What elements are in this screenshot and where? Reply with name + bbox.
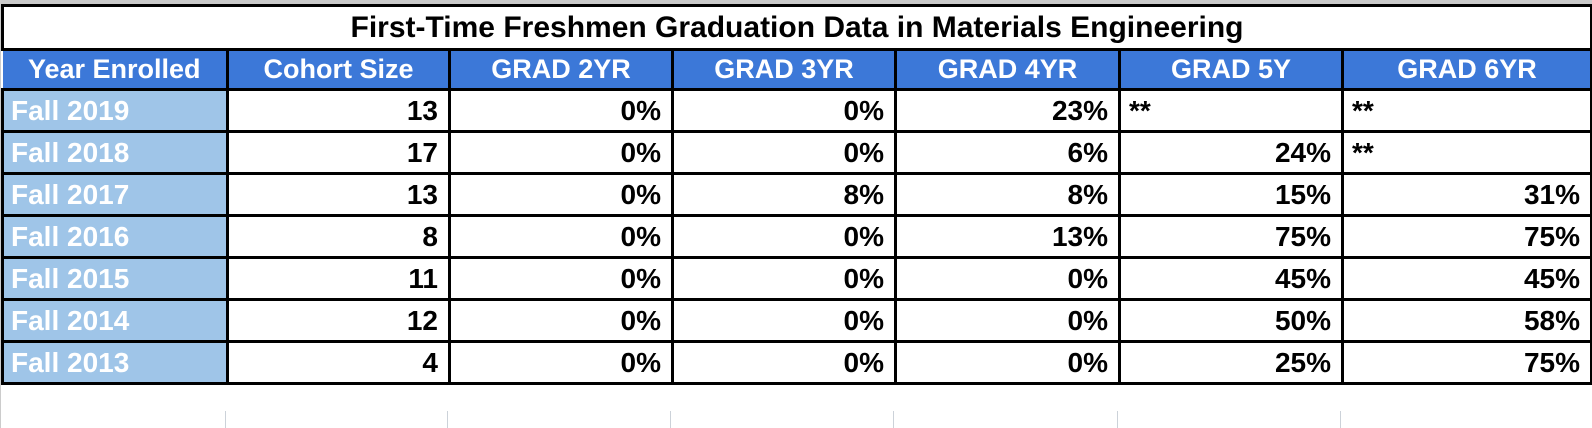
row-label[interactable]: Fall 2013 <box>1 340 229 385</box>
column-header-grad-3yr[interactable]: GRAD 3YR <box>671 48 897 91</box>
cell-grad-3yr[interactable]: 0% <box>671 256 897 301</box>
sheet-gridline <box>670 411 671 428</box>
cell-grad-6yr[interactable]: 58% <box>1341 298 1592 343</box>
cell-grad-4yr[interactable]: 0% <box>894 256 1121 301</box>
cell-grad-2yr[interactable]: 0% <box>448 340 674 385</box>
sheet-gridline <box>893 411 894 428</box>
column-header-grad-6yr[interactable]: GRAD 6YR <box>1341 48 1592 91</box>
cell-cohort-size[interactable]: 11 <box>226 256 451 301</box>
column-header-grad-4yr[interactable]: GRAD 4YR <box>894 48 1121 91</box>
table-row-fall-2017: Fall 2017 13 0% 8% 8% 15% 31% <box>1 172 1592 217</box>
table-title-row: First-Time Freshmen Graduation Data in M… <box>1 4 1592 51</box>
cell-grad-4yr[interactable]: 0% <box>894 298 1121 343</box>
cell-grad-2yr[interactable]: 0% <box>448 214 674 259</box>
row-label[interactable]: Fall 2015 <box>1 256 229 301</box>
row-label[interactable]: Fall 2016 <box>1 214 229 259</box>
cell-grad-5y[interactable]: 50% <box>1118 298 1344 343</box>
cell-grad-2yr[interactable]: 0% <box>448 130 674 175</box>
table-row-fall-2016: Fall 2016 8 0% 0% 13% 75% 75% <box>1 214 1592 259</box>
cell-cohort-size[interactable]: 12 <box>226 298 451 343</box>
column-header-year-enrolled[interactable]: Year Enrolled <box>2 48 229 91</box>
cell-grad-5y[interactable]: ** <box>1118 88 1344 133</box>
cell-grad-4yr[interactable]: 0% <box>894 340 1121 385</box>
sheet-gridline <box>1117 411 1118 428</box>
row-label[interactable]: Fall 2018 <box>1 130 229 175</box>
cell-grad-4yr[interactable]: 23% <box>894 88 1121 133</box>
row-label[interactable]: Fall 2014 <box>1 298 229 343</box>
cell-grad-2yr[interactable]: 0% <box>448 256 674 301</box>
column-header-grad-2yr[interactable]: GRAD 2YR <box>448 48 674 91</box>
table-title: First-Time Freshmen Graduation Data in M… <box>1 4 1592 51</box>
table-row-fall-2018: Fall 2018 17 0% 0% 6% 24% ** <box>1 130 1592 175</box>
cell-grad-5y[interactable]: 25% <box>1118 340 1344 385</box>
cell-grad-6yr[interactable]: ** <box>1341 130 1592 175</box>
column-header-grad-5y[interactable]: GRAD 5Y <box>1118 48 1344 91</box>
cell-grad-6yr[interactable]: 75% <box>1341 340 1592 385</box>
cell-grad-4yr[interactable]: 8% <box>894 172 1121 217</box>
cell-grad-2yr[interactable]: 0% <box>448 172 674 217</box>
sheet-gridline <box>1340 411 1341 428</box>
cell-grad-3yr[interactable]: 0% <box>671 214 897 259</box>
cell-cohort-size[interactable]: 13 <box>226 172 451 217</box>
cell-grad-5y[interactable]: 75% <box>1118 214 1344 259</box>
cell-grad-3yr[interactable]: 0% <box>671 298 897 343</box>
table-row-fall-2019: Fall 2019 13 0% 0% 23% ** ** <box>1 88 1592 133</box>
cell-grad-6yr[interactable]: 31% <box>1341 172 1592 217</box>
sheet-gridline <box>447 411 448 428</box>
table-row-fall-2015: Fall 2015 11 0% 0% 0% 45% 45% <box>1 256 1592 301</box>
table-header-row: Year Enrolled Cohort Size GRAD 2YR GRAD … <box>2 48 1592 91</box>
cell-grad-6yr[interactable]: 45% <box>1341 256 1592 301</box>
cell-grad-4yr[interactable]: 6% <box>894 130 1121 175</box>
sheet-gridline <box>225 411 226 428</box>
table-row-fall-2013: Fall 2013 4 0% 0% 0% 25% 75% <box>1 340 1592 385</box>
cell-grad-5y[interactable]: 15% <box>1118 172 1344 217</box>
cell-grad-6yr[interactable]: 75% <box>1341 214 1592 259</box>
cell-cohort-size[interactable]: 13 <box>226 88 451 133</box>
cell-grad-6yr[interactable]: ** <box>1341 88 1592 133</box>
graduation-data-table: First-Time Freshmen Graduation Data in M… <box>1 4 1592 385</box>
cell-grad-3yr[interactable]: 0% <box>671 88 897 133</box>
cell-grad-3yr[interactable]: 8% <box>671 172 897 217</box>
row-label[interactable]: Fall 2017 <box>1 172 229 217</box>
cell-grad-3yr[interactable]: 0% <box>671 130 897 175</box>
cell-grad-2yr[interactable]: 0% <box>448 88 674 133</box>
cell-grad-3yr[interactable]: 0% <box>671 340 897 385</box>
cell-cohort-size[interactable]: 17 <box>226 130 451 175</box>
column-header-cohort-size[interactable]: Cohort Size <box>226 48 451 91</box>
cell-grad-2yr[interactable]: 0% <box>448 298 674 343</box>
table-row-fall-2014: Fall 2014 12 0% 0% 0% 50% 58% <box>1 298 1592 343</box>
cell-grad-4yr[interactable]: 13% <box>894 214 1121 259</box>
cell-cohort-size[interactable]: 8 <box>226 214 451 259</box>
cell-cohort-size[interactable]: 4 <box>226 340 451 385</box>
cell-grad-5y[interactable]: 24% <box>1118 130 1344 175</box>
sheet-edge-strip <box>1 0 1592 4</box>
cell-grad-5y[interactable]: 45% <box>1118 256 1344 301</box>
row-label[interactable]: Fall 2019 <box>1 88 229 133</box>
